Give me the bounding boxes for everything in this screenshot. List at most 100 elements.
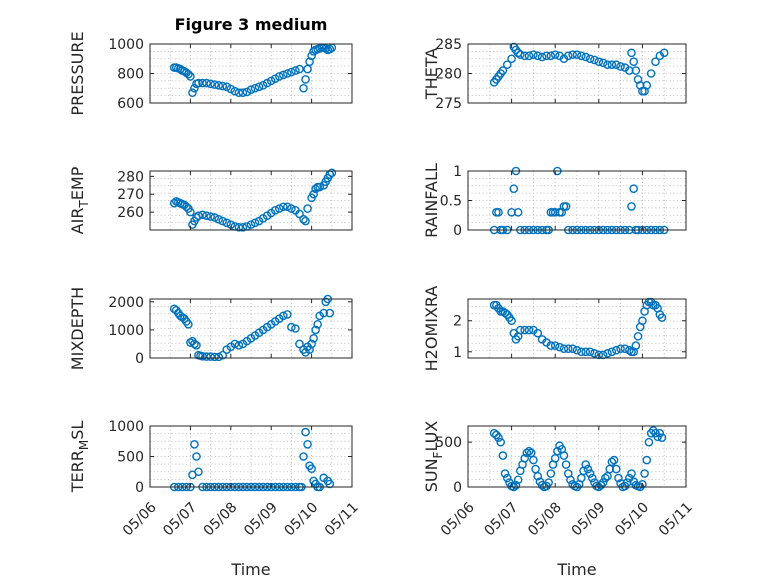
axes-pressure: 600 800 1000 PRESSURE: [68, 31, 353, 116]
data-point: [627, 202, 636, 211]
x-axis-label: Time: [230, 560, 270, 579]
data-point: [198, 78, 207, 88]
data-point: [581, 347, 591, 357]
data-point: [287, 204, 296, 213]
data-point: [190, 83, 199, 93]
data-point: [638, 316, 647, 326]
data-point: [184, 69, 193, 79]
data-point: [218, 216, 228, 226]
data-point: [520, 51, 529, 61]
data-point: [305, 345, 314, 354]
data-point: [629, 57, 638, 67]
data-point: [494, 207, 503, 217]
data-point: [214, 214, 223, 224]
data-point: [192, 341, 201, 350]
data-point: [307, 464, 316, 474]
y-axis-label-subscript: T: [77, 200, 91, 209]
data-point: [206, 79, 215, 89]
y-axis-label: PRESSURE: [68, 31, 87, 115]
data-point: [529, 455, 538, 465]
data-point: [546, 469, 556, 478]
series-markers: [169, 168, 337, 232]
figure-title: Figure 3 medium: [175, 15, 328, 34]
data-point: [555, 342, 564, 352]
y-axis-label: RAINFALL: [422, 163, 441, 238]
data-point: [651, 57, 660, 67]
axes-air_temp: 260 270 280 AIRTEMP: [68, 166, 353, 234]
data-point: [194, 211, 203, 220]
data-point: [627, 48, 636, 58]
data-point: [190, 339, 199, 349]
data-point: [206, 212, 215, 221]
data-point: [238, 88, 248, 97]
data-point: [561, 202, 571, 211]
series-markers: [169, 294, 335, 362]
data-point: [234, 88, 244, 97]
x-tick-label: 05/10: [282, 499, 322, 539]
data-point: [303, 439, 312, 449]
x-tick-label: 05/08: [525, 499, 565, 539]
y-axis-label: AIRTEMP: [68, 166, 91, 234]
data-point: [529, 50, 538, 59]
data-point: [566, 475, 575, 485]
data-point: [642, 81, 652, 90]
data-point: [516, 325, 525, 335]
data-point: [585, 347, 595, 357]
data-point: [537, 52, 547, 62]
y-tick-label: 285: [435, 37, 462, 53]
x-tick-label: 05/10: [612, 499, 652, 539]
y-axis-label: MIXDEPTH: [68, 287, 87, 370]
data-point: [214, 81, 223, 90]
data-point: [553, 446, 562, 456]
data-point: [182, 202, 191, 212]
data-point: [509, 184, 519, 193]
x-tick-label: 05/06: [438, 499, 478, 539]
data-point: [616, 344, 625, 353]
data-point: [186, 207, 195, 217]
y-tick-label: 1: [453, 345, 462, 361]
data-point: [270, 206, 280, 215]
x-tick-label: 05/08: [201, 499, 241, 539]
data-point: [546, 51, 556, 61]
data-point: [301, 75, 310, 84]
data-point: [611, 60, 621, 69]
x-axis-label: Time: [556, 560, 596, 579]
data-point: [234, 341, 244, 350]
data-point: [629, 184, 638, 193]
data-point: [598, 478, 608, 487]
data-point: [544, 478, 553, 487]
data-point: [202, 211, 211, 220]
axes-rainfall: 0 0.5 1 RAINFALL: [422, 163, 687, 239]
data-point: [513, 475, 523, 485]
data-point: [238, 223, 248, 232]
data-point: [279, 202, 288, 212]
series-markers: [489, 42, 669, 96]
data-point: [642, 455, 652, 465]
data-point: [184, 319, 193, 329]
y-tick-label: 2000: [108, 295, 144, 311]
y-tick-label: 0: [453, 480, 462, 496]
x-tick-label: 05/07: [160, 499, 200, 539]
data-point: [581, 52, 591, 62]
data-point: [230, 339, 240, 349]
data-point: [594, 57, 604, 67]
data-point: [587, 473, 597, 483]
data-point: [246, 220, 256, 229]
y-axis-label: TERRMSL: [68, 421, 91, 494]
data-point: [627, 469, 636, 478]
data-point: [303, 204, 312, 213]
axes-border: [149, 298, 353, 359]
data-point: [533, 328, 543, 338]
data-point: [169, 198, 179, 208]
data-point: [299, 83, 308, 93]
data-point: [502, 60, 512, 69]
data-point: [246, 85, 256, 95]
data-point: [577, 347, 586, 357]
data-point: [291, 66, 300, 75]
data-point: [198, 352, 207, 361]
data-point: [631, 341, 641, 350]
data-point: [222, 218, 232, 228]
x-tick-label: 05/06: [120, 499, 160, 539]
